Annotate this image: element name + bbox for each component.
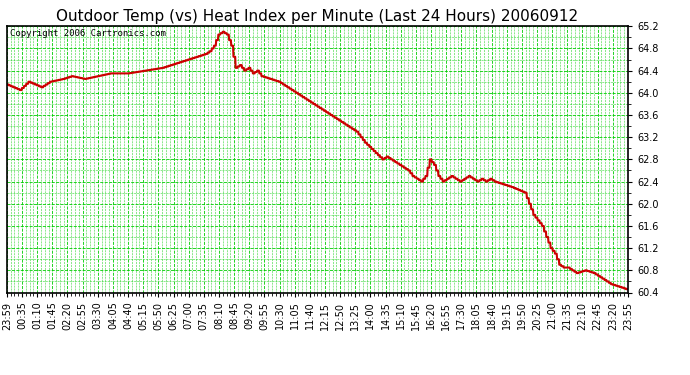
Title: Outdoor Temp (vs) Heat Index per Minute (Last 24 Hours) 20060912: Outdoor Temp (vs) Heat Index per Minute … [57, 9, 578, 24]
Text: Copyright 2006 Cartronics.com: Copyright 2006 Cartronics.com [10, 29, 166, 38]
